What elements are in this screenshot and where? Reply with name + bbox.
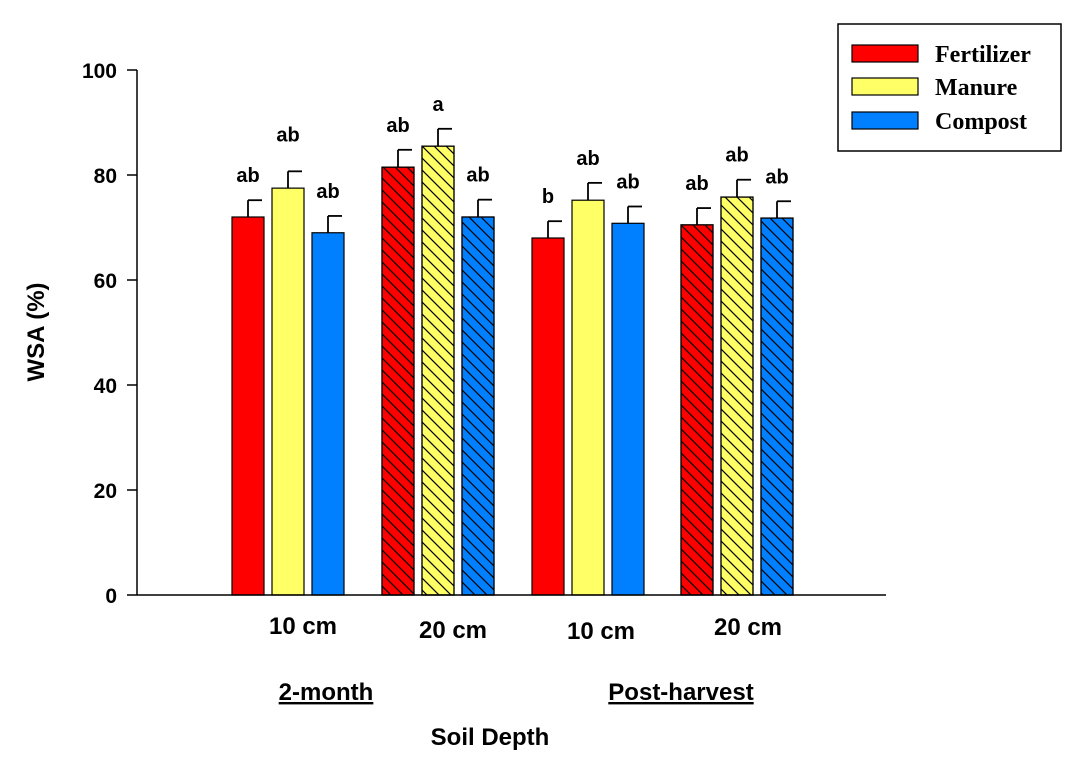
significance-label: ab xyxy=(616,172,639,194)
group-label: 10 cm xyxy=(269,613,337,640)
y-tick-label: 40 xyxy=(94,375,117,398)
legend: Fertilizer Manure Compost xyxy=(837,23,1062,152)
bar-hatch xyxy=(760,217,794,596)
y-tick-label: 0 xyxy=(105,585,117,608)
significance-label: ab xyxy=(685,173,708,195)
y-tick-label: 20 xyxy=(94,480,117,503)
bar-hatch xyxy=(381,166,415,596)
significance-label: ab xyxy=(466,165,489,187)
bar-manure xyxy=(271,187,305,596)
y-axis-title: WSA (%) xyxy=(23,282,50,381)
bar-manure xyxy=(571,199,605,596)
bar-compost xyxy=(311,232,345,596)
significance-label: ab xyxy=(236,165,259,187)
legend-swatch-compost xyxy=(851,111,919,130)
bar-hatch xyxy=(461,216,495,596)
bar-fertilizer xyxy=(231,216,265,596)
period-label: 2-month xyxy=(279,679,374,706)
bar-hatch xyxy=(680,224,714,596)
x-axis-title: Soil Depth xyxy=(431,724,550,751)
group-label: 20 cm xyxy=(419,617,487,644)
significance-label: ab xyxy=(765,166,788,188)
y-tick-label: 60 xyxy=(94,270,117,293)
significance-label: b xyxy=(542,186,554,208)
y-tick-label: 100 xyxy=(82,60,117,83)
legend-swatch-manure xyxy=(851,77,919,96)
period-label: Post-harvest xyxy=(608,679,753,706)
bar-hatch xyxy=(421,145,455,596)
significance-label: ab xyxy=(276,124,299,146)
legend-label-manure: Manure xyxy=(935,75,1018,101)
significance-label: ab xyxy=(386,115,409,137)
legend-swatch-fertilizer xyxy=(851,44,919,63)
group-label: 20 cm xyxy=(714,614,782,641)
bar-compost xyxy=(611,222,645,596)
bar-fertilizer xyxy=(531,237,565,596)
significance-label: ab xyxy=(725,145,748,167)
bar-hatch xyxy=(720,196,754,596)
significance-label: a xyxy=(432,94,444,116)
y-tick-label: 80 xyxy=(94,165,117,188)
significance-label: ab xyxy=(316,181,339,203)
significance-label: ab xyxy=(576,148,599,170)
legend-label-fertilizer: Fertilizer xyxy=(935,42,1031,68)
legend-label-compost: Compost xyxy=(935,109,1027,135)
axes: 0 20 40 60 80 100 xyxy=(82,60,886,608)
axis-labels: 10 cm 20 cm 10 cm 20 cm 2-month Post-harvest S… xyxy=(23,282,782,751)
group-label: 10 cm xyxy=(567,618,635,645)
